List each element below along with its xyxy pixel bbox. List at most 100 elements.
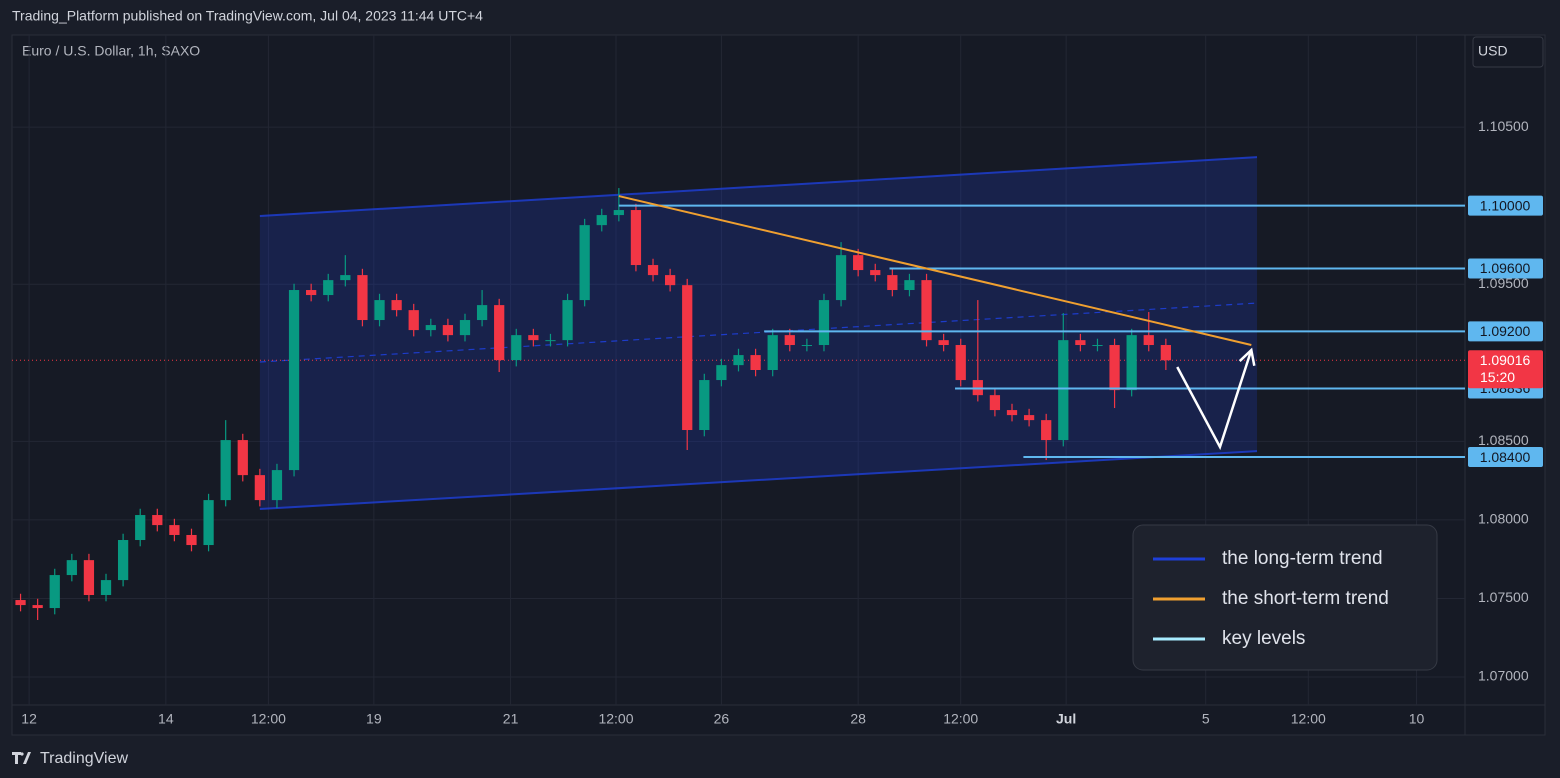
- candle-body: [117, 540, 129, 581]
- candle-body: [1092, 345, 1103, 347]
- candle: [442, 318, 454, 342]
- currency-box[interactable]: [1472, 36, 1544, 68]
- candle-body: [254, 475, 265, 501]
- candle-body: [664, 275, 676, 286]
- x-tick-label: 12:00: [251, 711, 286, 727]
- candle-body: [15, 600, 26, 606]
- published-note: Trading_Platform published on TradingVie…: [12, 8, 483, 24]
- candle-body: [784, 335, 795, 346]
- candle-body: [699, 380, 710, 431]
- level-tag-label: 1.09600: [1480, 260, 1531, 276]
- last-price-tag: [1468, 350, 1543, 389]
- candle-body: [32, 605, 43, 609]
- candle: [1023, 408, 1035, 427]
- currency[interactable]: USD: [1478, 43, 1508, 59]
- candle: [32, 598, 43, 620]
- candle: [1006, 403, 1018, 422]
- channel-middle: [259, 302, 1258, 363]
- candle-body: [1109, 345, 1120, 391]
- candle: [1109, 338, 1120, 409]
- candle-body: [835, 255, 847, 301]
- candle: [733, 348, 744, 372]
- candle: [408, 303, 419, 337]
- candle: [220, 420, 231, 507]
- candle-body: [630, 210, 642, 266]
- x-tick-label: 14: [158, 711, 174, 727]
- legend-label: the short-term trend: [1222, 588, 1389, 609]
- level-tag: [1468, 447, 1543, 468]
- candle-body: [425, 325, 436, 331]
- candle-body: [306, 290, 317, 296]
- candle-body: [288, 290, 300, 471]
- x-tick-label: 10: [1409, 711, 1425, 727]
- candle: [1075, 333, 1086, 352]
- candle: [83, 553, 95, 602]
- candle: [818, 293, 830, 352]
- candle-body: [682, 285, 693, 431]
- candle-body: [750, 355, 761, 370]
- candle: [374, 293, 385, 327]
- candle-body: [494, 305, 505, 361]
- y-tick-label: 1.07500: [1478, 589, 1529, 605]
- candle-body: [186, 534, 197, 546]
- candle-body: [767, 335, 778, 370]
- candle-body: [647, 265, 659, 276]
- candle-body: [818, 300, 830, 346]
- candle: [921, 273, 932, 347]
- candle: [511, 328, 522, 367]
- candle: [870, 263, 881, 282]
- candle: [357, 268, 368, 327]
- candle-body: [887, 275, 898, 291]
- candle: [494, 298, 505, 373]
- candle-body: [1041, 420, 1052, 441]
- x-tick-label: 21: [503, 711, 519, 727]
- candle-body: [1075, 340, 1086, 346]
- candle-body: [220, 440, 231, 501]
- candle: [254, 468, 265, 507]
- projection-arrowhead: [1238, 347, 1256, 366]
- level-tag-label: 1.08400: [1480, 449, 1531, 465]
- candle: [169, 518, 180, 542]
- candle-body: [152, 515, 163, 526]
- candle-body: [870, 270, 881, 276]
- candle: [664, 268, 676, 292]
- candle-body: [853, 255, 864, 271]
- candle: [237, 433, 248, 482]
- candle: [647, 258, 659, 282]
- candle: [955, 338, 966, 387]
- x-tick-label: 12:00: [1291, 711, 1326, 727]
- level-tag: [1468, 258, 1543, 279]
- candle-body: [528, 335, 539, 341]
- candle: [989, 388, 1001, 417]
- x-tick-label: Jul: [1056, 711, 1076, 727]
- symbol-title: Euro / U.S. Dollar, 1h, SAXO: [22, 43, 200, 59]
- candle: [203, 493, 214, 552]
- candle: [835, 242, 847, 307]
- candle-body: [49, 575, 60, 609]
- short-trend: [618, 195, 1252, 346]
- candle: [288, 283, 300, 477]
- candle: [1092, 338, 1103, 352]
- candle: [784, 328, 795, 352]
- candle-body: [169, 525, 180, 535]
- y-tick-label: 1.10500: [1478, 118, 1529, 134]
- candle: [750, 348, 761, 377]
- x-tick-label: 12:00: [943, 711, 978, 727]
- candle: [528, 328, 539, 347]
- x-tick-label: 12: [21, 711, 37, 727]
- level-tag: [1468, 195, 1543, 216]
- candle-body: [716, 365, 727, 381]
- x-tick-label: 5: [1202, 711, 1210, 727]
- candle-body: [83, 560, 95, 596]
- y-tick-label: 1.09500: [1478, 275, 1529, 291]
- candle-body: [1006, 410, 1018, 416]
- candle: [716, 358, 727, 387]
- candle: [459, 313, 471, 342]
- candle: [682, 278, 693, 450]
- candle-body: [323, 280, 334, 296]
- candle-body: [989, 395, 1001, 411]
- candle-body: [733, 355, 744, 366]
- y-tick-label: 1.08000: [1478, 511, 1529, 527]
- legend-label: key levels: [1222, 628, 1305, 649]
